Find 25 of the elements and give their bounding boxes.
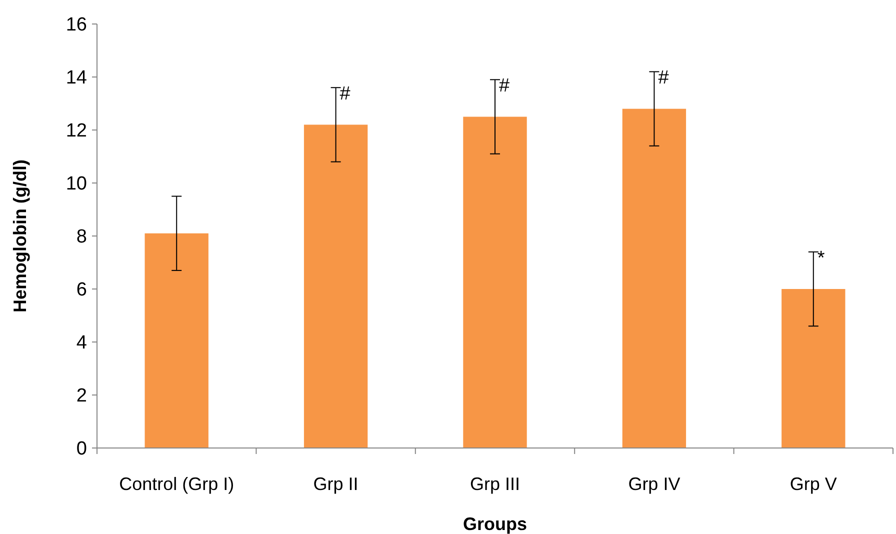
y-tick-label: 16 [66, 14, 87, 36]
y-tick-label: 14 [66, 68, 88, 89]
bar [622, 108, 686, 448]
bar [304, 124, 368, 448]
annotation: # [340, 84, 351, 105]
x-tick-label: Grp V [790, 474, 837, 494]
y-tick-label: 4 [76, 332, 88, 354]
bar [144, 233, 208, 448]
y-axis-title: Hemoglobin (g/dl) [10, 160, 30, 312]
y-tick-label: 8 [76, 226, 87, 248]
bar [782, 289, 846, 448]
x-tick-label: Control (Grp I) [119, 474, 234, 494]
annotation: # [499, 76, 510, 97]
y-tick-label: 6 [76, 280, 87, 301]
annotation: * [817, 248, 826, 269]
y-tick-label: 2 [76, 386, 87, 407]
x-tick-label: Grp III [470, 474, 520, 494]
x-axis-title: Groups [462, 514, 528, 534]
x-tick-label: Grp II [313, 474, 358, 494]
y-tick-label: 10 [66, 174, 87, 195]
y-tick-label: 0 [76, 438, 87, 460]
x-tick-label: Grp IV [628, 474, 680, 494]
bar [463, 116, 527, 448]
y-tick-label: 12 [66, 120, 87, 142]
annotation: # [658, 68, 670, 89]
